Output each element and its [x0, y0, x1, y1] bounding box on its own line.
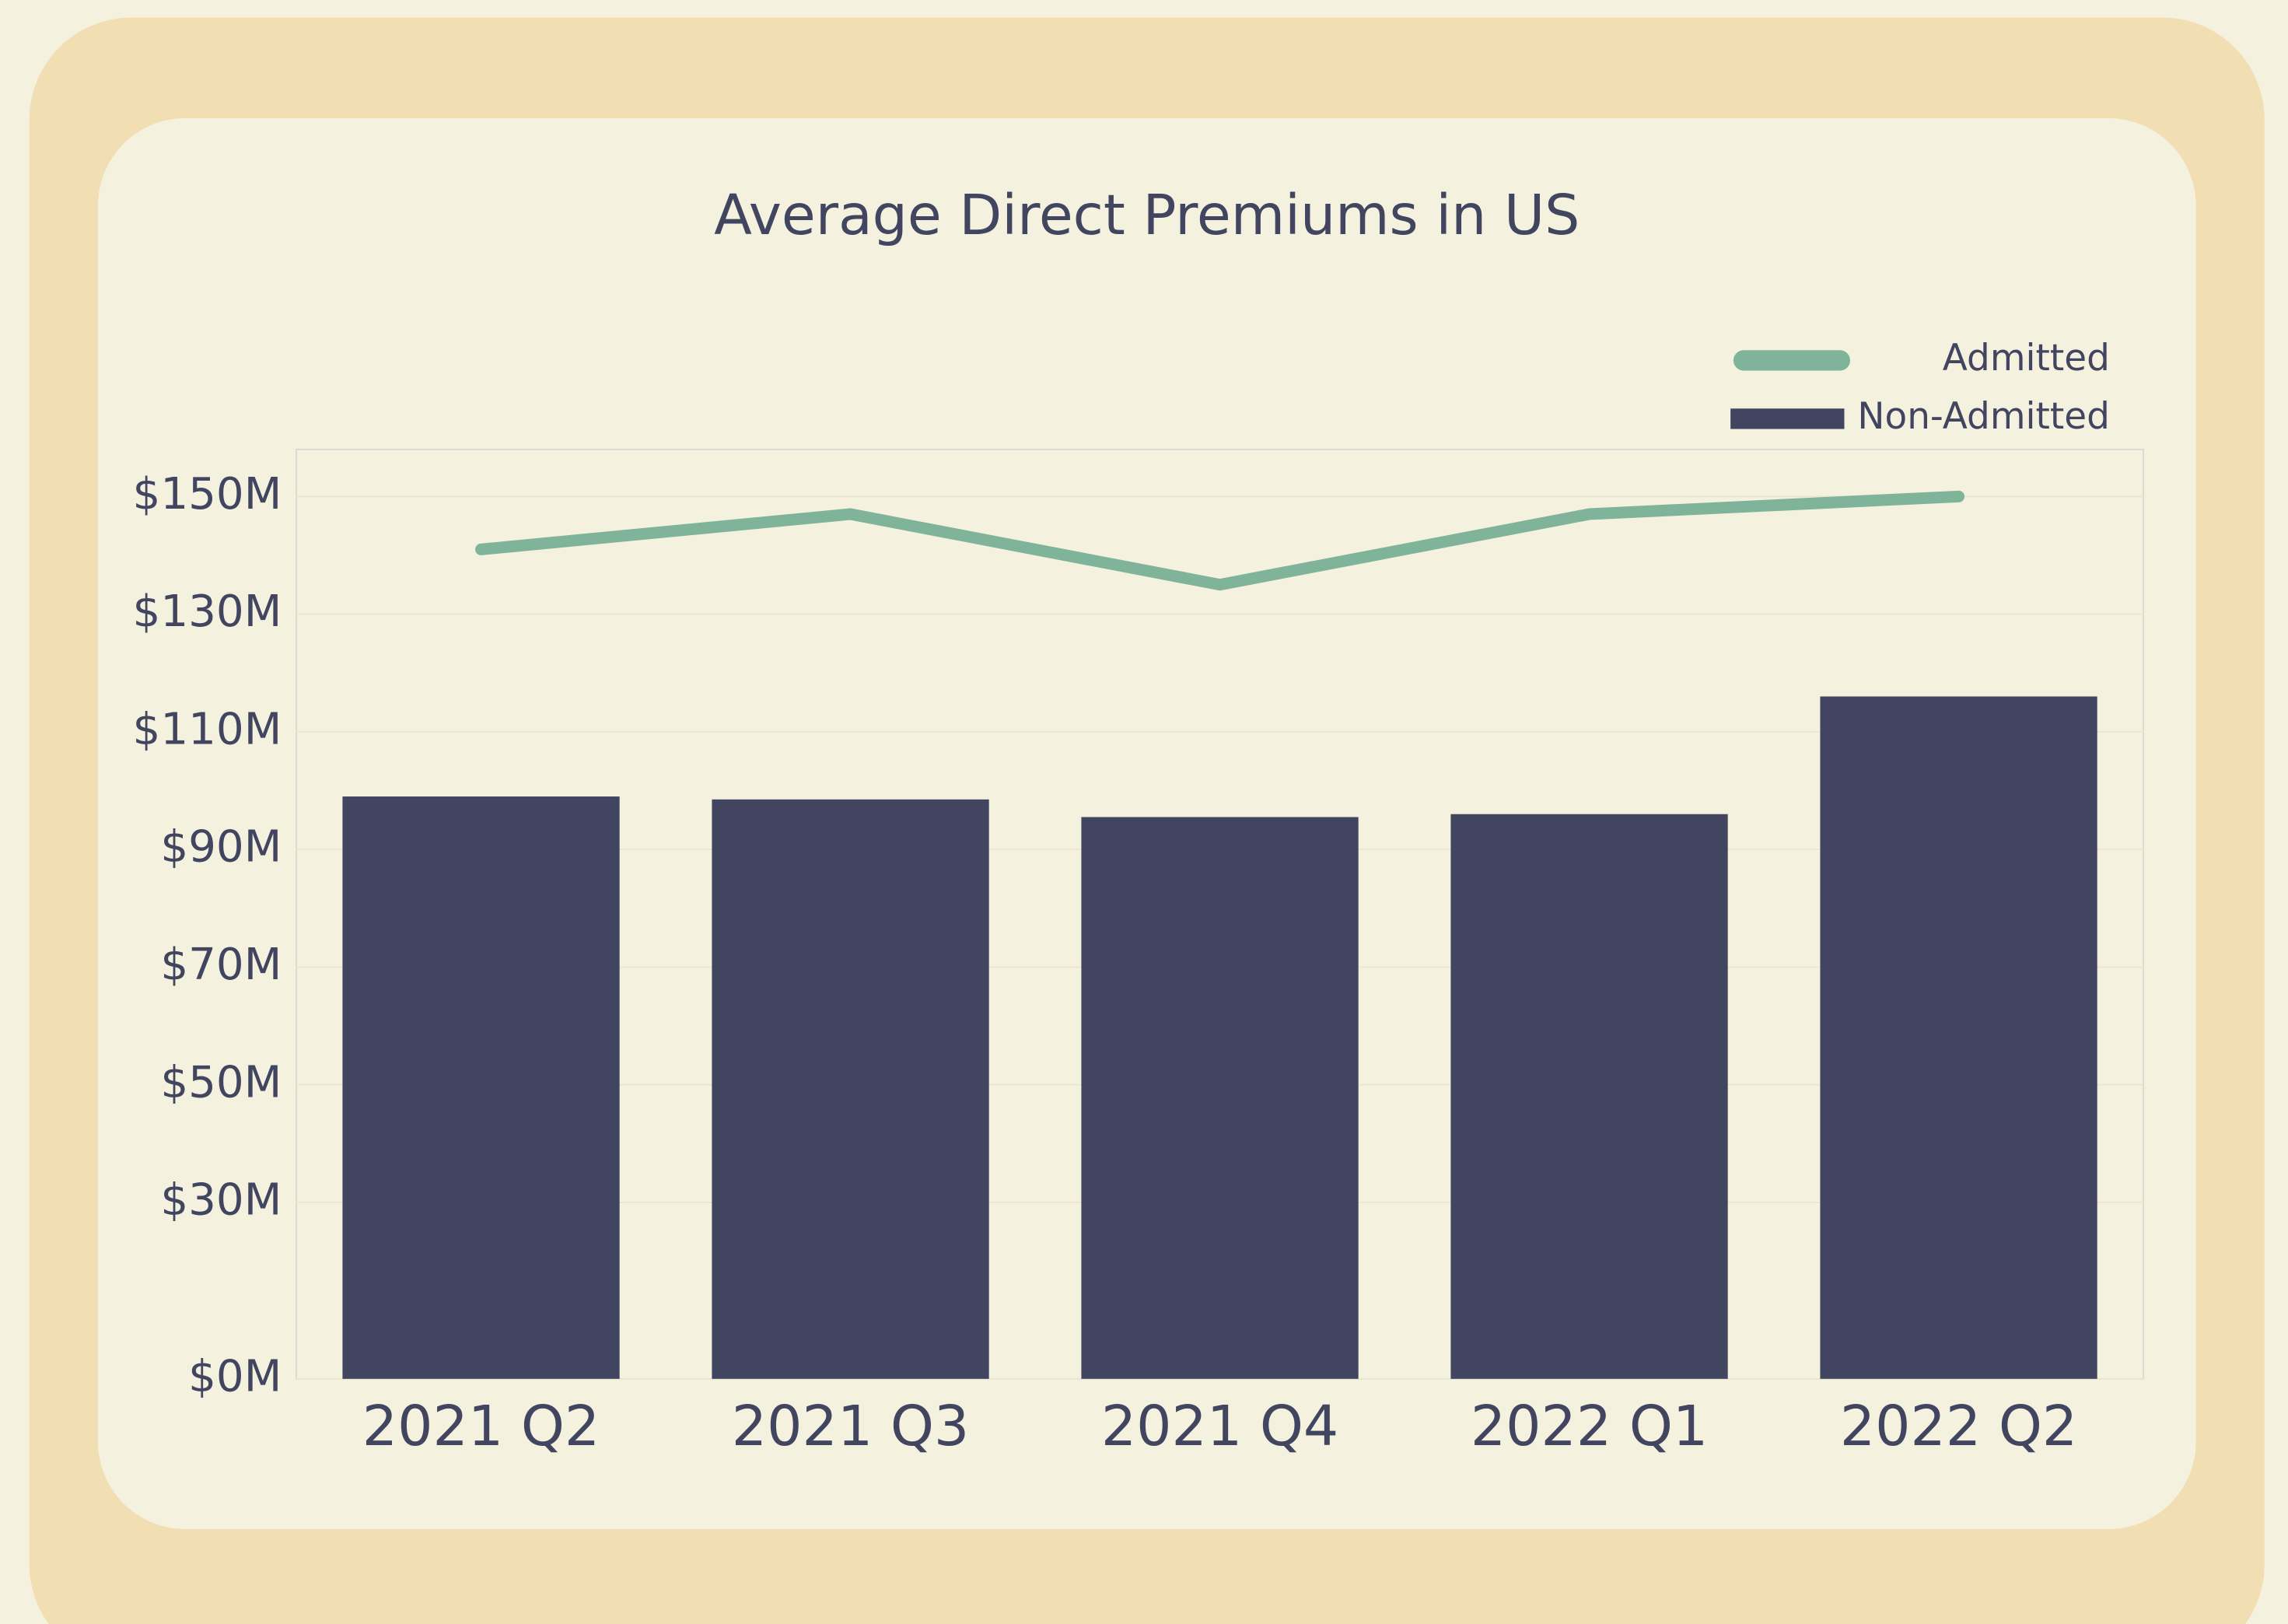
- y-tick-label: $50M: [160, 1057, 282, 1108]
- y-tick-label: $150M: [133, 469, 282, 520]
- legend-swatch: [1730, 408, 1845, 429]
- y-tick-label: $30M: [160, 1175, 282, 1226]
- line: [475, 490, 1965, 591]
- y-tick-label: $0M: [188, 1351, 282, 1402]
- chart-title: Average Direct Premiums in US: [714, 183, 1580, 247]
- bar: [1450, 814, 1728, 1379]
- bar: [1820, 696, 2097, 1379]
- x-tick-label: 2021 Q3: [732, 1394, 969, 1458]
- x-tick-label: 2021 Q2: [362, 1394, 600, 1458]
- y-tick-label: $70M: [160, 940, 282, 990]
- y-tick-label: $110M: [133, 704, 282, 754]
- bar: [712, 799, 989, 1379]
- bar: [342, 796, 620, 1379]
- x-tick-label: 2022 Q1: [1471, 1394, 1708, 1458]
- x-tick-label: 2021 Q4: [1101, 1394, 1338, 1458]
- legend-label: Admitted: [1943, 337, 2110, 380]
- bar: [1081, 817, 1359, 1379]
- y-tick-label: $130M: [133, 586, 282, 637]
- x-tick-label: 2022 Q2: [1840, 1394, 2077, 1458]
- y-tick-label: $90M: [160, 822, 282, 873]
- legend-label: Non-Admitted: [1857, 395, 2109, 438]
